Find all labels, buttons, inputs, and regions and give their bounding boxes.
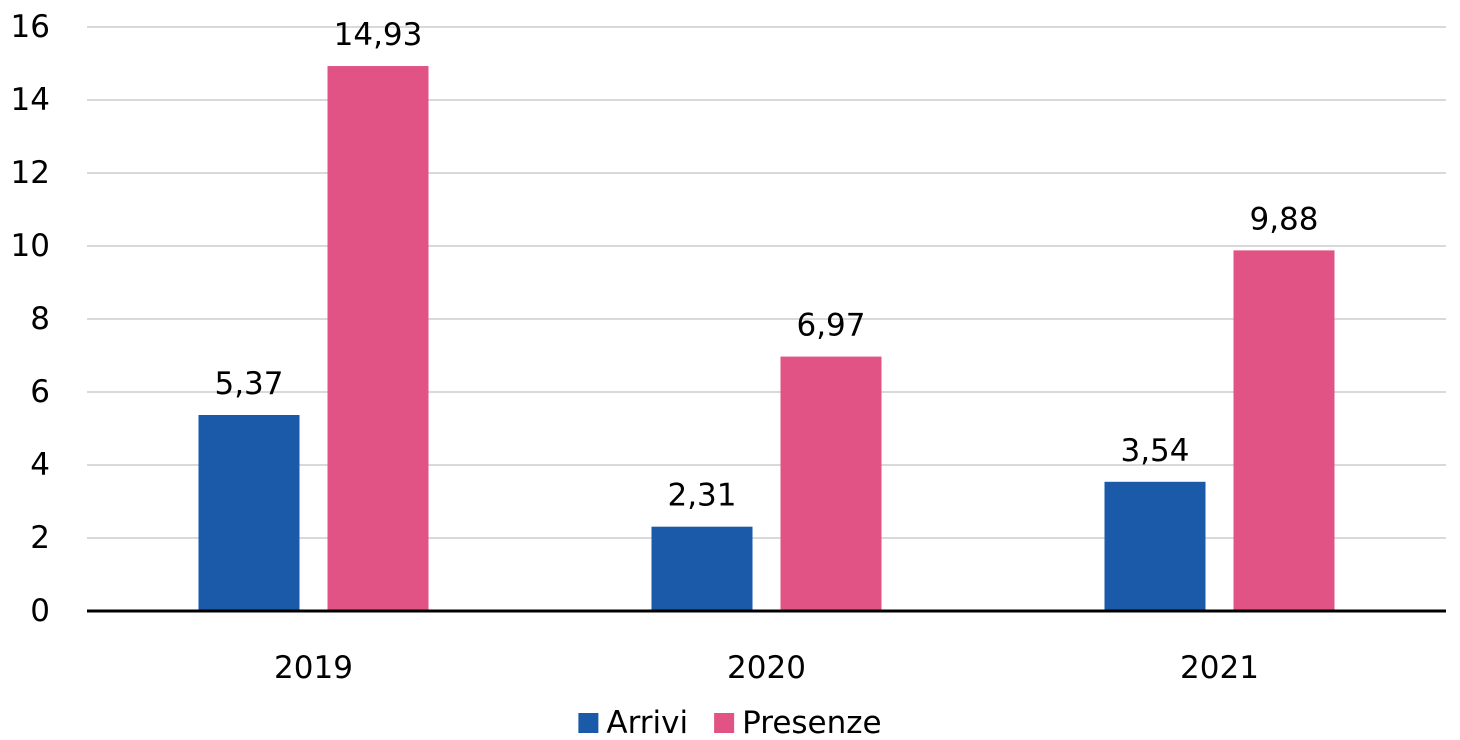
y-tick-label-10: 10: [11, 228, 50, 264]
data-label-arrivi-2019: 5,37: [214, 366, 283, 402]
y-tick-label-6: 6: [30, 374, 50, 410]
data-label-presenze-2020: 6,97: [796, 308, 865, 344]
y-tick-label-8: 8: [30, 301, 50, 337]
bar-arrivi-2021: [1104, 481, 1206, 611]
bars: [198, 66, 1335, 612]
y-axis-ticks: 0 2 4 6 8 10 12 14 16: [11, 9, 50, 629]
data-label-presenze-2019: 14,93: [334, 17, 423, 53]
legend-label-presenze: Presenze: [742, 705, 882, 740]
legend-swatch-presenze: [714, 713, 735, 733]
y-tick-label-12: 12: [11, 155, 50, 191]
y-tick-label-4: 4: [30, 447, 50, 483]
bar-presenze-2021: [1233, 250, 1335, 611]
x-axis-ticks: 2019 2020 2021: [274, 650, 1259, 686]
data-label-arrivi-2020: 2,31: [667, 478, 736, 514]
legend-swatch-arrivi: [578, 713, 599, 733]
legend-label-arrivi: Arrivi: [606, 705, 688, 740]
y-tick-label-0: 0: [30, 593, 50, 629]
data-labels: 5,37 14,93 2,31 6,97 3,54 9,88: [214, 17, 1318, 514]
y-tick-label-2: 2: [30, 520, 50, 556]
x-tick-label-2021: 2021: [1180, 650, 1259, 686]
data-label-presenze-2021: 9,88: [1249, 201, 1318, 237]
bar-presenze-2019: [327, 66, 429, 612]
y-tick-label-14: 14: [11, 82, 50, 118]
data-label-arrivi-2021: 3,54: [1120, 433, 1189, 469]
bar-presenze-2020: [780, 356, 882, 611]
gridlines: [87, 26, 1446, 539]
x-tick-label-2019: 2019: [274, 650, 353, 686]
x-tick-label-2020: 2020: [727, 650, 806, 686]
bar-arrivi-2020: [651, 526, 753, 611]
legend: Arrivi Presenze: [578, 705, 882, 740]
bar-arrivi-2019: [198, 414, 300, 611]
y-tick-label-16: 16: [11, 9, 50, 45]
